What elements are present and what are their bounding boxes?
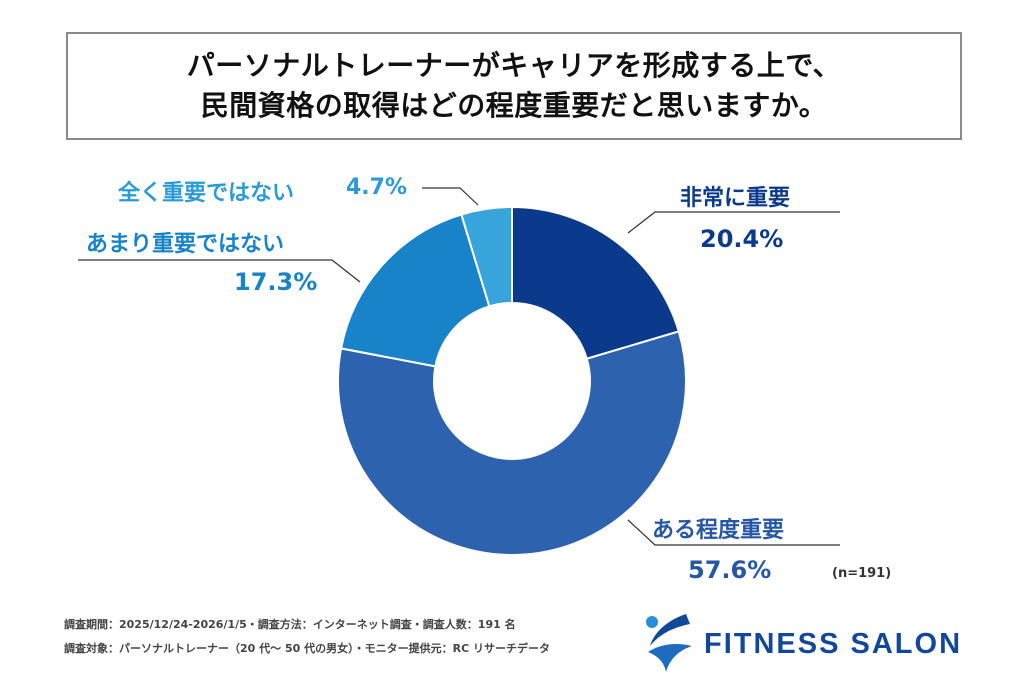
value-somewhat-important: 57.6%: [688, 556, 772, 584]
logo-figure-icon: [646, 614, 692, 672]
label-not-very-important: あまり重要ではない: [86, 232, 285, 257]
sample-size-note: (n=191): [832, 566, 892, 581]
footer-survey-target: 調査対象：パーソナルトレーナー（20 代～ 50 代の男女）・モニター提供元：R…: [64, 642, 550, 655]
slice-not-very-important: [339, 213, 491, 368]
slice-somewhat-important: [337, 330, 687, 556]
title-line-2: 民間資格の取得はどの程度重要だと思いますか。: [200, 89, 828, 122]
leader-somewhat-important: [627, 519, 840, 546]
title-box: パーソナルトレーナーがキャリアを形成する上で、 民間資格の取得はどの程度重要だと…: [66, 32, 962, 140]
label-very-important: 非常に重要: [680, 186, 791, 211]
label-not-important-at-all: 全く重要ではない: [118, 181, 295, 206]
leader-not-very-important: [78, 259, 361, 283]
footer-survey-info: 調査期間：2025/12/24-2026/1/5・調査方法：インターネット調査・…: [64, 618, 516, 631]
title-line-1: パーソナルトレーナーがキャリアを形成する上で、: [186, 49, 842, 82]
value-not-important-at-all: 4.7%: [346, 175, 408, 200]
leader-very-important: [627, 211, 840, 234]
value-not-very-important: 17.3%: [234, 268, 318, 296]
logo-text: FITNESS SALON: [704, 627, 963, 660]
label-somewhat-important: ある程度重要: [652, 518, 785, 543]
slice-very-important: [511, 205, 681, 361]
slice-not-important-at-all: [460, 205, 513, 308]
value-very-important: 20.4%: [700, 225, 784, 253]
fitness-salon-logo: FITNESS SALON: [640, 612, 962, 676]
leader-not-important-at-all: [422, 187, 479, 206]
